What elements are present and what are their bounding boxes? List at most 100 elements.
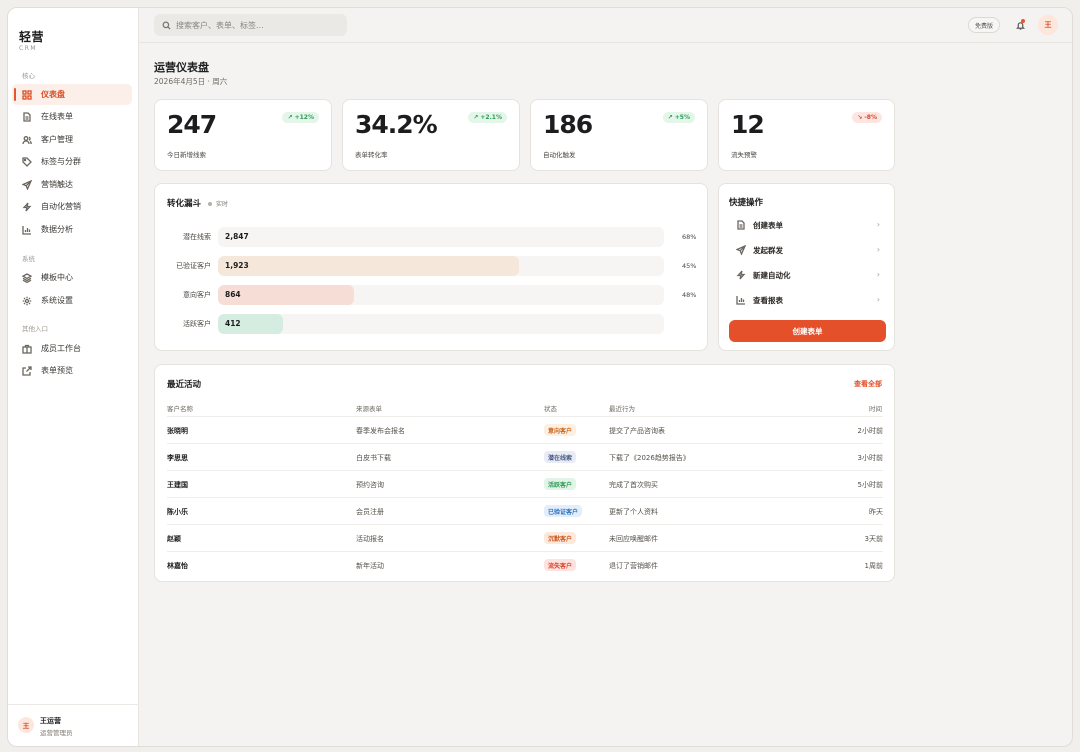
user-name: 王运营: [40, 717, 61, 725]
avatar[interactable]: 王: [1038, 15, 1058, 35]
quick-action-reports[interactable]: 查看报表 ›: [727, 289, 888, 311]
customer-name[interactable]: 张晓明: [167, 427, 188, 435]
bell-icon: [1015, 21, 1025, 30]
funnel-title: 转化漏斗: [167, 199, 202, 209]
table-row[interactable]: 林嘉怡 新年活动 流失客户 退订了营销邮件 1周前: [167, 551, 883, 578]
kpi-card-conversion[interactable]: 34.2% ↗ +2.1% 表单转化率: [342, 99, 520, 171]
status-badge: 已验证客户: [544, 505, 583, 517]
external-link-icon: [22, 365, 32, 376]
kpi-card-new-leads[interactable]: 247 ↗ +12% 今日新增线索: [154, 99, 332, 171]
search-input[interactable]: [176, 20, 336, 30]
customer-name[interactable]: 王建国: [167, 481, 188, 489]
notifications-button[interactable]: [1012, 17, 1028, 33]
funnel-stage-pct: 48%: [682, 291, 697, 299]
users-icon: [22, 135, 32, 145]
sidebar-item-automation[interactable]: 自动化营销: [12, 196, 132, 217]
app-window: 轻营 CRM 核心 仪表盘 在线表单 客户管理 标签与分群 营销触达 自动化营销: [7, 7, 1073, 747]
sidebar-item-tags[interactable]: 标签与分群: [12, 151, 132, 172]
activity-time: 3小时前: [857, 454, 883, 462]
trend-badge: ↘ -8%: [852, 112, 882, 123]
activity-time: 1周前: [864, 562, 883, 570]
activity-time: 5小时前: [857, 481, 883, 489]
column-header-time[interactable]: 时间: [869, 405, 882, 413]
sidebar-item-dashboard[interactable]: 仪表盘: [12, 84, 132, 105]
layers-icon: [22, 272, 32, 283]
funnel-stage[interactable]: 已验证客户 1,923 45%: [155, 256, 735, 276]
customer-name[interactable]: 陈小乐: [167, 508, 188, 516]
funnel-stage[interactable]: 意向客户 864 48%: [155, 285, 735, 305]
funnel-track: 1,923: [218, 256, 664, 276]
send-icon: [22, 179, 32, 190]
table-row[interactable]: 张晓明 春季发布会报名 意向客户 提交了产品咨询表 2小时前: [167, 416, 883, 443]
quick-action-label: 查看报表: [753, 295, 783, 305]
quick-action-create-form[interactable]: 创建表单 ›: [727, 214, 888, 236]
create-form-button[interactable]: 创建表单: [729, 320, 886, 342]
table-row[interactable]: 李思思 白皮书下载 潜在线索 下载了《2026趋势报告》 3小时前: [167, 443, 883, 470]
funnel-stage-label: 意向客户: [183, 291, 211, 299]
column-header-action[interactable]: 最近行为: [609, 405, 635, 413]
table-row[interactable]: 赵颖 活动报名 沉默客户 未回应唤醒邮件 3天前: [167, 524, 883, 551]
kpi-card-automation[interactable]: 186 ↗ +5% 自动化触发: [530, 99, 708, 171]
sidebar-item-workspace[interactable]: 成员工作台: [12, 338, 132, 359]
sidebar-user[interactable]: 王 王运营 运营管理员: [8, 704, 139, 746]
notification-dot: [1021, 19, 1025, 23]
last-action: 更新了个人资料: [609, 508, 658, 516]
kpi-value: 34.2%: [355, 110, 438, 139]
column-header-source[interactable]: 来源表单: [356, 405, 382, 413]
sidebar-item-forms[interactable]: 在线表单: [12, 106, 132, 127]
status-badge: 意向客户: [544, 424, 577, 436]
source-form: 会员注册: [356, 508, 384, 516]
kpi-label: 流失预警: [731, 151, 757, 159]
recent-activity-title: 最近活动: [167, 380, 202, 390]
tag-icon: [22, 156, 32, 167]
view-all-link[interactable]: 查看全部: [854, 380, 882, 388]
quick-action-broadcast[interactable]: 发起群发 ›: [727, 239, 888, 261]
sidebar-item-marketing[interactable]: 营销触达: [12, 174, 132, 195]
sidebar-item-customers[interactable]: 客户管理: [12, 129, 132, 150]
trend-badge: ↗ +12%: [282, 112, 319, 123]
brand-subtitle: CRM: [19, 45, 38, 52]
sidebar-item-form-preview[interactable]: 表单预览: [12, 360, 132, 381]
customer-name[interactable]: 李思思: [167, 454, 188, 462]
kpi-value: 12: [731, 110, 765, 139]
page-date: 2026年4月5日 · 周六: [154, 77, 228, 86]
sidebar-item-label: 系统设置: [41, 296, 73, 305]
gear-icon: [22, 296, 32, 306]
quick-actions-card: 快捷操作 创建表单 › 发起群发 › 新建自动化 › 查看报表 › 创建表单: [718, 183, 895, 351]
funnel-stage[interactable]: 活跃客户 412: [155, 314, 735, 334]
column-header-customer[interactable]: 客户名称: [167, 405, 193, 413]
last-action: 退订了营销邮件: [609, 562, 658, 570]
column-header-status[interactable]: 状态: [544, 405, 557, 413]
quick-action-label: 新建自动化: [753, 270, 791, 280]
search-icon: [162, 21, 171, 30]
quick-action-new-automation[interactable]: 新建自动化 ›: [727, 264, 888, 286]
quick-action-label: 创建表单: [753, 220, 783, 230]
live-indicator: 实时: [208, 199, 228, 208]
funnel-bar: [218, 256, 520, 276]
send-icon: [736, 245, 746, 255]
search-box[interactable]: [154, 14, 347, 36]
kpi-card-churn[interactable]: 12 ↘ -8% 流失预警: [718, 99, 895, 171]
table-row[interactable]: 陈小乐 会员注册 已验证客户 更新了个人资料 昨天: [167, 497, 883, 524]
funnel-track: 412: [218, 314, 664, 334]
briefcase-icon: [22, 344, 32, 354]
topbar: 免费版 王: [139, 8, 1072, 43]
chevron-right-icon: ›: [876, 245, 880, 254]
activity-time: 3天前: [864, 535, 883, 543]
lightning-icon: [22, 202, 32, 212]
source-form: 春季发布会报名: [356, 427, 405, 435]
table-row[interactable]: 王建国 预约咨询 活跃客户 完成了首次购买 5小时前: [167, 470, 883, 497]
kpi-label: 自动化触发: [543, 151, 576, 159]
plan-badge[interactable]: 免费版: [967, 17, 1000, 33]
customer-name[interactable]: 林嘉怡: [167, 562, 188, 570]
sidebar-item-templates[interactable]: 模板中心: [12, 267, 132, 288]
chevron-right-icon: ›: [876, 270, 880, 279]
funnel-stage[interactable]: 潜在线索 2,847 68%: [155, 227, 735, 247]
dashboard-icon: [22, 89, 32, 100]
customer-name[interactable]: 赵颖: [167, 535, 181, 543]
funnel-stage-label: 潜在线索: [183, 233, 211, 241]
funnel-track: 2,847: [218, 227, 664, 247]
sidebar-item-settings[interactable]: 系统设置: [12, 290, 132, 311]
brand-logo[interactable]: 轻营: [19, 30, 45, 44]
sidebar-item-analytics[interactable]: 数据分析: [12, 219, 132, 240]
